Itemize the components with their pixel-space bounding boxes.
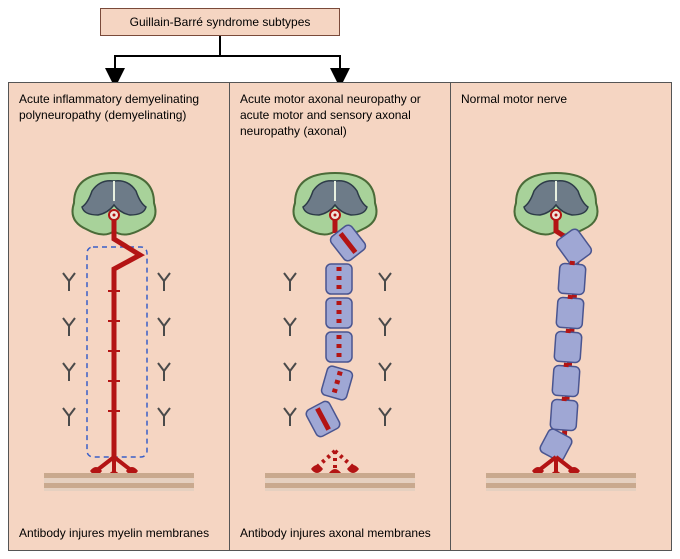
antibody-icon: [379, 363, 391, 381]
antibody-icon: [284, 273, 296, 291]
myelin-segments-damaged: [304, 223, 367, 438]
axon-icon: [114, 219, 140, 457]
header-box: Guillain-Barré syndrome subtypes: [100, 8, 340, 36]
muscle-fibers-icon: [44, 473, 194, 491]
subtype-arrows: [0, 36, 680, 86]
panel-aman: Acute motor axonal neuropathy or acute m…: [230, 83, 451, 550]
nerve-diagram-normal: [451, 161, 671, 491]
antibody-icon: [158, 273, 170, 291]
antibody-icon: [158, 363, 170, 381]
antibody-icon: [63, 363, 75, 381]
panel-caption-aman: Antibody injures axonal membranes: [240, 526, 440, 542]
myelin-segments-intact: [538, 227, 593, 462]
antibody-icon: [63, 273, 75, 291]
antibody-icon: [158, 318, 170, 336]
antibody-icon: [379, 318, 391, 336]
panel-title-normal: Normal motor nerve: [461, 91, 661, 161]
antibody-icon: [284, 318, 296, 336]
header-title: Guillain-Barré syndrome subtypes: [130, 15, 311, 29]
panel-aidp: Acute inflammatory demyelinating polyneu…: [9, 83, 230, 550]
antibody-icon: [379, 408, 391, 426]
nerve-diagram-aidp: [9, 161, 229, 491]
antibody-icon: [379, 273, 391, 291]
muscle-fibers-icon: [486, 473, 636, 491]
muscle-fibers-icon: [265, 473, 415, 491]
panel-normal: Normal motor nerve: [451, 83, 671, 550]
antibody-icon: [284, 363, 296, 381]
panel-title-aidp: Acute inflammatory demyelinating polyneu…: [19, 91, 219, 161]
panel-title-aman: Acute motor axonal neuropathy or acute m…: [240, 91, 440, 161]
antibody-icon: [158, 408, 170, 426]
nerve-diagram-aman: [230, 161, 450, 491]
antibody-icon: [63, 318, 75, 336]
antibody-icon: [63, 408, 75, 426]
panel-caption-aidp: Antibody injures myelin membranes: [19, 526, 219, 542]
panels-container: Acute inflammatory demyelinating polyneu…: [8, 82, 672, 551]
antibody-icon: [284, 408, 296, 426]
nerve-terminal-icon: [317, 451, 353, 469]
